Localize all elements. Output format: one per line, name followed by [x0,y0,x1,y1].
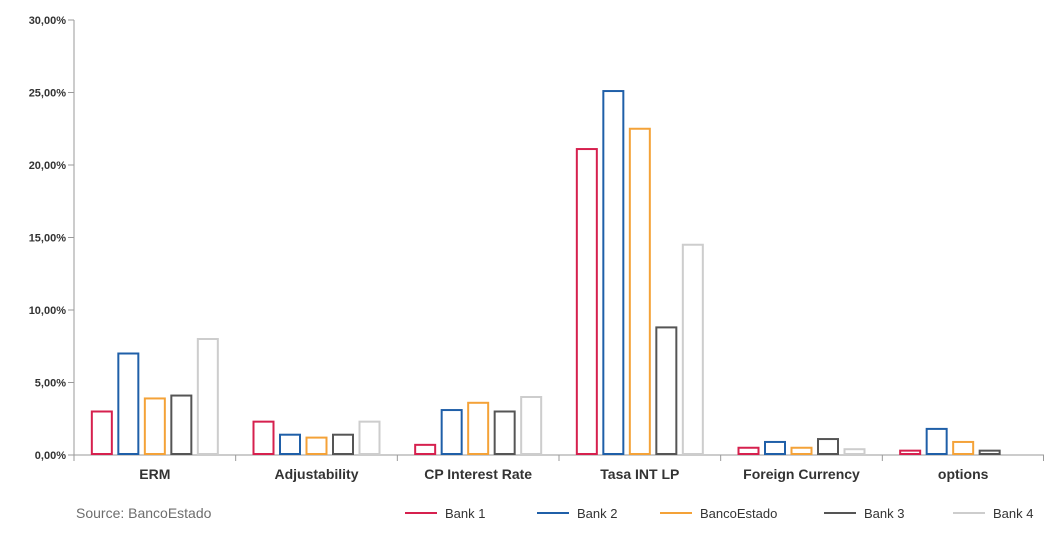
y-tick-label: 25,00% [29,88,67,100]
bar [196,338,219,455]
x-category-label: CP Interest Rate [424,466,532,482]
bar [520,396,543,455]
x-category-label: Adjustability [274,466,358,482]
source-note: Source: BancoEstado [76,505,212,521]
bar [790,446,813,455]
bar [440,409,463,455]
bar [681,243,704,455]
bar [467,401,490,455]
bar [628,127,651,455]
y-axis: 0,00% 5,00% 10,00% 15,00% 20,00% 25,00% 30,00% [29,15,75,462]
bar [117,352,140,455]
bar [252,420,275,455]
x-category-label: Tasa INT LP [600,466,679,482]
bar [925,427,948,455]
bars [90,90,1001,456]
legend-item-bank-4: Bank 4 [953,504,1033,522]
legend-item-bank-1: Bank 1 [405,504,485,522]
x-category-label: options [938,466,989,482]
legend-swatch [824,512,856,514]
bar [305,436,328,456]
x-axis: ERM Adjustability CP Interest Rate Tasa INT… [73,454,1044,482]
legend-item-bank-2: Bank 2 [537,504,617,522]
x-category-label: Foreign Currency [743,466,860,482]
legend-item-bancoestado: BancoEstado [660,504,777,522]
bar [899,449,922,455]
x-category-label: ERM [139,466,170,482]
bar [90,410,113,455]
y-tick-label: 15,00% [29,233,67,245]
bar [170,394,193,455]
legend-swatch [660,512,692,514]
y-tick-label: 0,00% [35,450,66,462]
y-tick-label: 10,00% [29,305,67,317]
bar [332,433,354,456]
bar [358,420,381,455]
legend-label: Bank 2 [577,505,618,521]
bar [575,148,598,456]
bar [602,90,625,456]
y-tick-label: 5,00% [35,378,66,390]
legend-swatch [953,512,985,514]
bar [279,433,301,456]
bar [493,410,516,455]
bar [143,397,166,456]
bar [817,438,839,455]
legend-label: Bank 3 [864,505,905,521]
legend-label: Bank 1 [445,505,486,521]
bar [978,449,1001,455]
bar [952,440,975,456]
legend-item-bank-3: Bank 3 [824,504,904,522]
bar [414,443,437,456]
y-tick-label: 20,00% [29,160,67,172]
legend-swatch [405,512,437,514]
bar [737,446,760,455]
y-tick-label: 30,00% [29,15,67,27]
legend-swatch [537,512,569,514]
bar-chart: 0,00% 5,00% 10,00% 15,00% 20,00% 25,00% 30,00%… [29,15,1044,482]
bar [843,448,866,456]
legend-label: Bank 4 [993,505,1034,521]
legend-label: BancoEstado [700,505,778,521]
bar [764,440,786,456]
bar [655,326,678,455]
